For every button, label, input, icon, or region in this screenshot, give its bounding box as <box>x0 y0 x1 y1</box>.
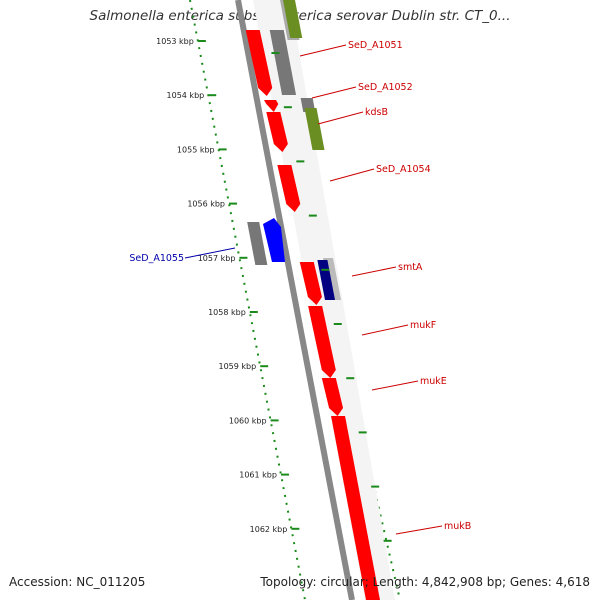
left-ruler <box>189 0 306 600</box>
label-leader <box>299 44 347 57</box>
label-leader <box>371 380 419 391</box>
cds-reverse-features[interactable] <box>247 218 285 265</box>
label-leader <box>395 525 443 535</box>
tick-label: 1056 kbp <box>187 200 225 209</box>
gene-label-kdsb[interactable]: kdsB <box>365 107 388 118</box>
label-leader <box>361 324 409 336</box>
gene-label-sed_a1051[interactable]: SeD_A1051 <box>348 40 403 51</box>
tick-label: 1062 kbp <box>250 525 288 534</box>
label-leader <box>311 86 357 99</box>
tick-label: 1053 kbp <box>156 37 194 46</box>
gene-label-sed_a1055[interactable]: SeD_A1055 <box>129 253 184 264</box>
cds-arrow[interactable] <box>264 100 279 112</box>
gene-label-mukb[interactable]: mukB <box>444 521 471 532</box>
gene-label-sed_a1054[interactable]: SeD_A1054 <box>376 164 431 175</box>
cog-block <box>283 0 303 38</box>
tick-label: 1058 kbp <box>208 308 246 317</box>
cds-reverse-arrow[interactable] <box>263 218 285 262</box>
map-title: Salmonella enterica subsp. enterica sero… <box>89 8 511 24</box>
cds-arrow[interactable] <box>308 306 336 378</box>
cog-block <box>304 108 325 150</box>
cds-arrow[interactable] <box>299 262 322 305</box>
tick-label: 1059 kbp <box>218 362 256 371</box>
tick-label: 1057 kbp <box>198 254 236 263</box>
gene-label-mukf[interactable]: mukF <box>410 320 436 331</box>
cds-forward-arrows[interactable] <box>245 30 380 600</box>
feature-ring-band <box>253 0 395 600</box>
gene-label-smta[interactable]: smtA <box>398 262 423 273</box>
tick-label: 1055 kbp <box>177 145 215 154</box>
cds-arrow[interactable] <box>321 378 344 416</box>
cds-arrow[interactable] <box>266 112 288 152</box>
gc-block-left <box>247 222 268 265</box>
tick-label: 1060 kbp <box>229 416 267 425</box>
label-leader <box>317 111 364 125</box>
gc-block <box>269 30 297 95</box>
tick-label: 1054 kbp <box>167 91 205 100</box>
label-leader <box>351 266 397 277</box>
cds-arrow[interactable] <box>277 165 301 212</box>
kbp-ticks: 1053 kbp 1054 kbp 1055 kbp 1056 kbp 1057 kbp… <box>156 37 392 542</box>
label-leader <box>329 168 375 182</box>
accession-text: Accession: NC_011205 <box>9 575 146 589</box>
gene-labels[interactable]: SeD_A1051 SeD_A1052 kdsB SeD_A1054 smtA mukF m… <box>129 40 471 535</box>
gene-label-sed_a1052[interactable]: SeD_A1052 <box>358 82 413 93</box>
label-leader <box>184 247 236 259</box>
gene-label-muke[interactable]: mukE <box>420 376 447 387</box>
tick-label: 1061 kbp <box>239 471 277 480</box>
cds-arrow[interactable] <box>245 30 273 96</box>
cds-arrow[interactable] <box>331 416 380 600</box>
topology-text: Topology: circular; Length: 4,842,908 bp… <box>260 575 590 589</box>
backbone-line <box>235 0 355 600</box>
